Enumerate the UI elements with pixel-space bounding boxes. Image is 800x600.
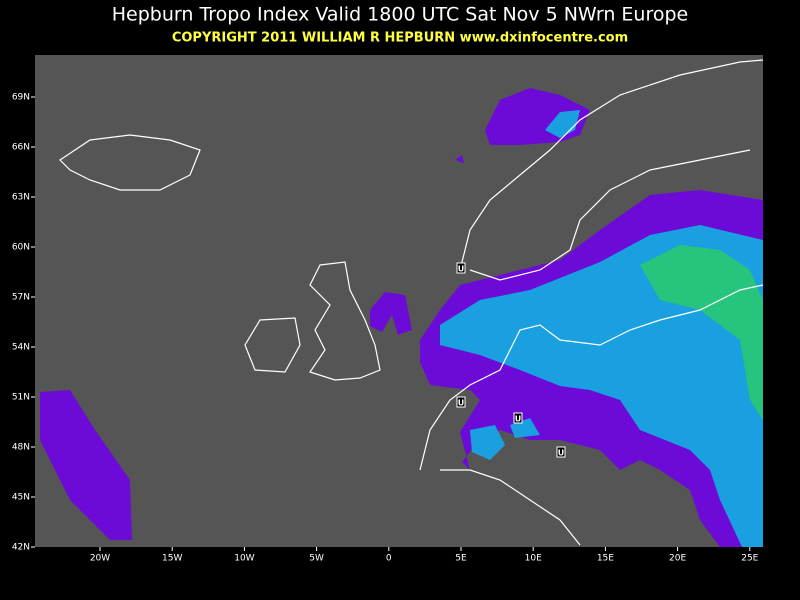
lon-label: 15W bbox=[162, 554, 182, 564]
latitude-labels: 69N 66N 63N 60N 57N 54N 51N 48N 45N 42N bbox=[12, 93, 35, 553]
coastline bbox=[459, 59, 764, 281]
tropo-zone bbox=[455, 155, 464, 163]
lon-label: 0 bbox=[386, 554, 392, 564]
lat-label: 48N bbox=[12, 443, 30, 453]
longitude-labels: 20W 15W 10W 5W 0 5E 10E 15E 20E 25E bbox=[90, 547, 759, 564]
coastline bbox=[244, 317, 301, 373]
lon-label: 5E bbox=[455, 554, 467, 564]
marker-box bbox=[513, 412, 523, 424]
tropo-zone bbox=[640, 245, 763, 420]
lat-label: 66N bbox=[12, 143, 30, 153]
tropo-zone bbox=[545, 110, 580, 138]
lon-label: 20W bbox=[90, 554, 110, 564]
marker-label: U bbox=[458, 265, 465, 274]
marker-box bbox=[556, 446, 566, 458]
marker-box bbox=[456, 396, 466, 408]
lat-label: 54N bbox=[12, 343, 30, 353]
lon-label: 20E bbox=[669, 554, 686, 564]
lon-label: 25E bbox=[741, 554, 758, 564]
marker-label: U bbox=[515, 415, 522, 424]
map-area bbox=[35, 55, 764, 547]
tropo-zone bbox=[470, 425, 505, 460]
copyright: COPYRIGHT 2011 WILLIAM R HEPBURN www.dxi… bbox=[172, 31, 628, 46]
lat-label: 57N bbox=[12, 293, 30, 303]
lon-label: 10E bbox=[525, 554, 542, 564]
coastline bbox=[419, 284, 764, 471]
marker-label: U bbox=[558, 449, 565, 458]
coastline bbox=[440, 469, 581, 546]
coastline bbox=[309, 261, 381, 381]
lat-label: 69N bbox=[12, 93, 30, 103]
coastline bbox=[59, 134, 201, 191]
lat-label: 51N bbox=[12, 393, 30, 403]
markers: U U U U bbox=[456, 262, 566, 458]
lon-label: 5W bbox=[309, 554, 324, 564]
tropo-zone bbox=[370, 292, 412, 335]
lat-label: 42N bbox=[12, 543, 30, 553]
title: Hepburn Tropo Index Valid 1800 UTC Sat N… bbox=[112, 4, 689, 26]
tropo-zone bbox=[40, 390, 132, 540]
coastlines bbox=[59, 59, 764, 546]
lat-label: 63N bbox=[12, 193, 30, 203]
lon-label: 10W bbox=[234, 554, 254, 564]
lon-label: 15E bbox=[597, 554, 614, 564]
marker-box bbox=[456, 262, 466, 274]
marker-label: U bbox=[458, 399, 465, 408]
lat-label: 60N bbox=[12, 243, 30, 253]
lat-label: 45N bbox=[12, 493, 30, 503]
